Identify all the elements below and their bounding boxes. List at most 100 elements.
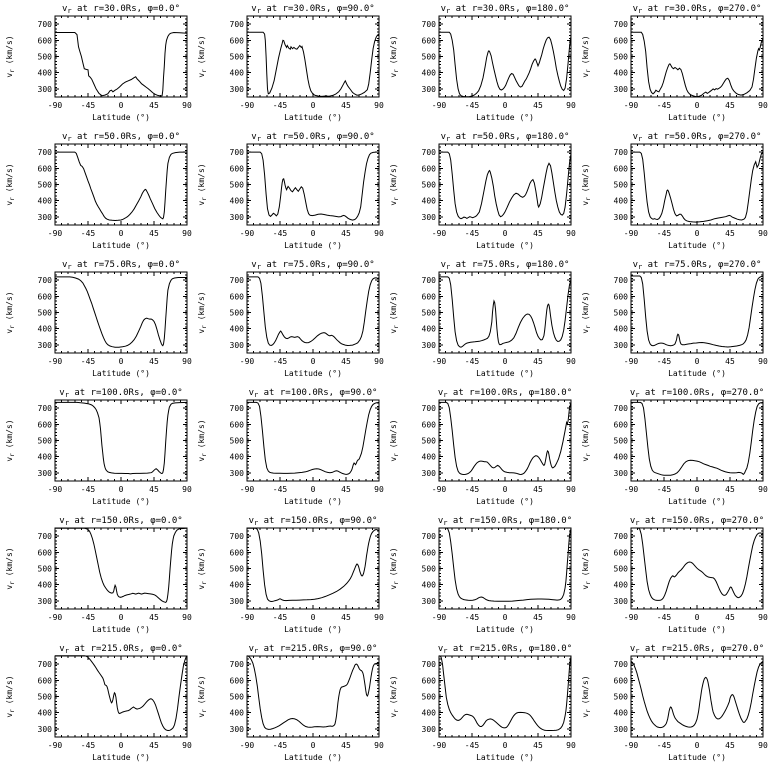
data-curve: [439, 151, 572, 220]
x-tick-label: 0: [311, 741, 316, 750]
x-tick-label: 90: [182, 485, 192, 494]
y-tick-label: 300: [422, 85, 437, 94]
x-tick-label: 45: [725, 485, 735, 494]
plot-title: vr at r=50.0Rs, φ=180.0°: [441, 132, 570, 143]
x-tick-label: 0: [119, 357, 124, 366]
y-tick-label: 700: [38, 404, 53, 413]
data-curve: [55, 655, 188, 732]
y-tick-label: 600: [422, 292, 437, 301]
y-tick-label: 300: [38, 213, 53, 222]
y-tick-label: 300: [38, 597, 53, 606]
y-tick-label: 400: [38, 69, 53, 78]
x-tick-label: 0: [695, 101, 700, 110]
y-tick-label: 500: [614, 565, 629, 574]
plot-title: vr at r=75.0Rs, φ=90.0°: [251, 260, 374, 271]
y-tick-label: 300: [230, 469, 245, 478]
y-tick-label: 400: [38, 453, 53, 462]
x-tick-label: -45: [81, 229, 96, 238]
x-tick-label: 45: [533, 101, 543, 110]
y-tick-label: 400: [38, 325, 53, 334]
x-axis-label: Latitude (°): [668, 369, 726, 378]
data-curve: [247, 151, 379, 221]
x-tick-label: 45: [149, 741, 159, 750]
y-tick-label: 700: [614, 148, 629, 157]
y-tick-label: 400: [230, 325, 245, 334]
plot-title: vr at r=215.0Rs, φ=90.0°: [249, 644, 378, 655]
x-tick-label: 0: [119, 613, 124, 622]
chart-panel-r50.0-phi90.0: vr at r=50.0Rs, φ=90.0° -90 -45 0 45 90 300 400…: [192, 128, 384, 256]
y-axis-label: vr (km/s): [581, 419, 592, 461]
y-tick-label: 700: [230, 404, 245, 413]
plot-title: vr at r=75.0Rs, φ=180.0°: [441, 260, 570, 271]
y-tick-label: 500: [230, 181, 245, 190]
x-tick-label: -90: [624, 229, 639, 238]
y-tick-label: 300: [230, 597, 245, 606]
data-curve: [439, 31, 572, 98]
data-curve: [439, 276, 572, 348]
y-axis-label: vr (km/s): [5, 675, 16, 717]
y-axis-label: vr (km/s): [581, 163, 592, 205]
x-tick-label: -90: [48, 229, 63, 238]
y-tick-label: 700: [38, 532, 53, 541]
panel-svg: vr at r=100.0Rs, φ=0.0° -90 -45 0 45 90 300 400…: [5, 388, 192, 506]
plot-frame: [630, 399, 764, 482]
x-tick-label: -45: [81, 357, 96, 366]
plot-frame: [630, 271, 764, 354]
y-tick-label: 400: [422, 581, 437, 590]
y-axis-label: vr (km/s): [197, 675, 208, 717]
y-tick-label: 400: [230, 581, 245, 590]
plot-frame: [54, 143, 188, 226]
y-tick-label: 600: [422, 36, 437, 45]
panel-svg: vr at r=50.0Rs, φ=180.0° -90 -45 0 45 90 300 40…: [389, 132, 576, 250]
chart-panel-r100.0-phi0.0: vr at r=100.0Rs, φ=0.0° -90 -45 0 45 90 300 400…: [0, 384, 192, 512]
x-tick-label: 90: [566, 741, 576, 750]
x-tick-label: 45: [725, 229, 735, 238]
x-tick-label: 90: [374, 485, 384, 494]
y-tick-label: 400: [614, 69, 629, 78]
data-curve: [55, 151, 187, 222]
x-tick-label: 45: [149, 357, 159, 366]
y-tick-label: 700: [230, 276, 245, 285]
x-axis-label: Latitude (°): [476, 369, 534, 378]
x-tick-label: 45: [341, 357, 351, 366]
y-tick-label: 400: [614, 197, 629, 206]
y-tick-label: 600: [230, 292, 245, 301]
data-curve: [631, 31, 764, 98]
panel-svg: vr at r=50.0Rs, φ=270.0° -90 -45 0 45 90 300 40…: [581, 132, 768, 250]
x-tick-label: 45: [149, 485, 159, 494]
x-tick-label: 0: [503, 101, 508, 110]
y-tick-label: 600: [614, 164, 629, 173]
y-tick-label: 700: [614, 20, 629, 29]
chart-panel-r150.0-phi270.0: vr at r=150.0Rs, φ=270.0° -90 -45 0 45 90 300 4…: [576, 512, 768, 640]
x-tick-label: 90: [182, 741, 192, 750]
x-tick-label: -90: [240, 357, 255, 366]
y-tick-label: 600: [422, 676, 437, 685]
y-tick-label: 700: [38, 20, 53, 29]
x-tick-label: -90: [432, 101, 447, 110]
chart-panel-r215.0-phi90.0: vr at r=215.0Rs, φ=90.0° -90 -45 0 45 90 300 40…: [192, 640, 384, 768]
plot-frame: [630, 527, 764, 610]
plot-frame: [54, 527, 188, 610]
x-tick-label: 0: [119, 101, 124, 110]
panel-svg: vr at r=150.0Rs, φ=90.0° -90 -45 0 45 90 300 40…: [197, 516, 384, 634]
plot-frame: [246, 143, 380, 226]
data-curve: [631, 275, 764, 348]
y-axis-label: vr (km/s): [5, 547, 16, 589]
y-axis-label: vr (km/s): [197, 291, 208, 333]
x-tick-label: 0: [119, 229, 124, 238]
y-tick-label: 700: [422, 404, 437, 413]
data-curve: [247, 276, 380, 347]
plot-frame: [630, 15, 764, 98]
plot-title: vr at r=75.0Rs, φ=270.0°: [633, 260, 762, 271]
y-tick-label: 700: [422, 276, 437, 285]
panel-svg: vr at r=30.0Rs, φ=180.0° -90 -45 0 45 90 300 40…: [389, 4, 576, 122]
y-axis-label: vr (km/s): [581, 291, 592, 333]
data-curve: [247, 527, 380, 603]
y-tick-label: 300: [230, 341, 245, 350]
y-tick-label: 400: [422, 709, 437, 718]
y-axis-label: vr (km/s): [5, 419, 16, 461]
y-tick-label: 500: [38, 53, 53, 62]
plot-frame: [630, 655, 764, 738]
y-tick-label: 400: [614, 453, 629, 462]
panel-svg: vr at r=100.0Rs, φ=90.0° -90 -45 0 45 90 300 40…: [197, 388, 384, 506]
